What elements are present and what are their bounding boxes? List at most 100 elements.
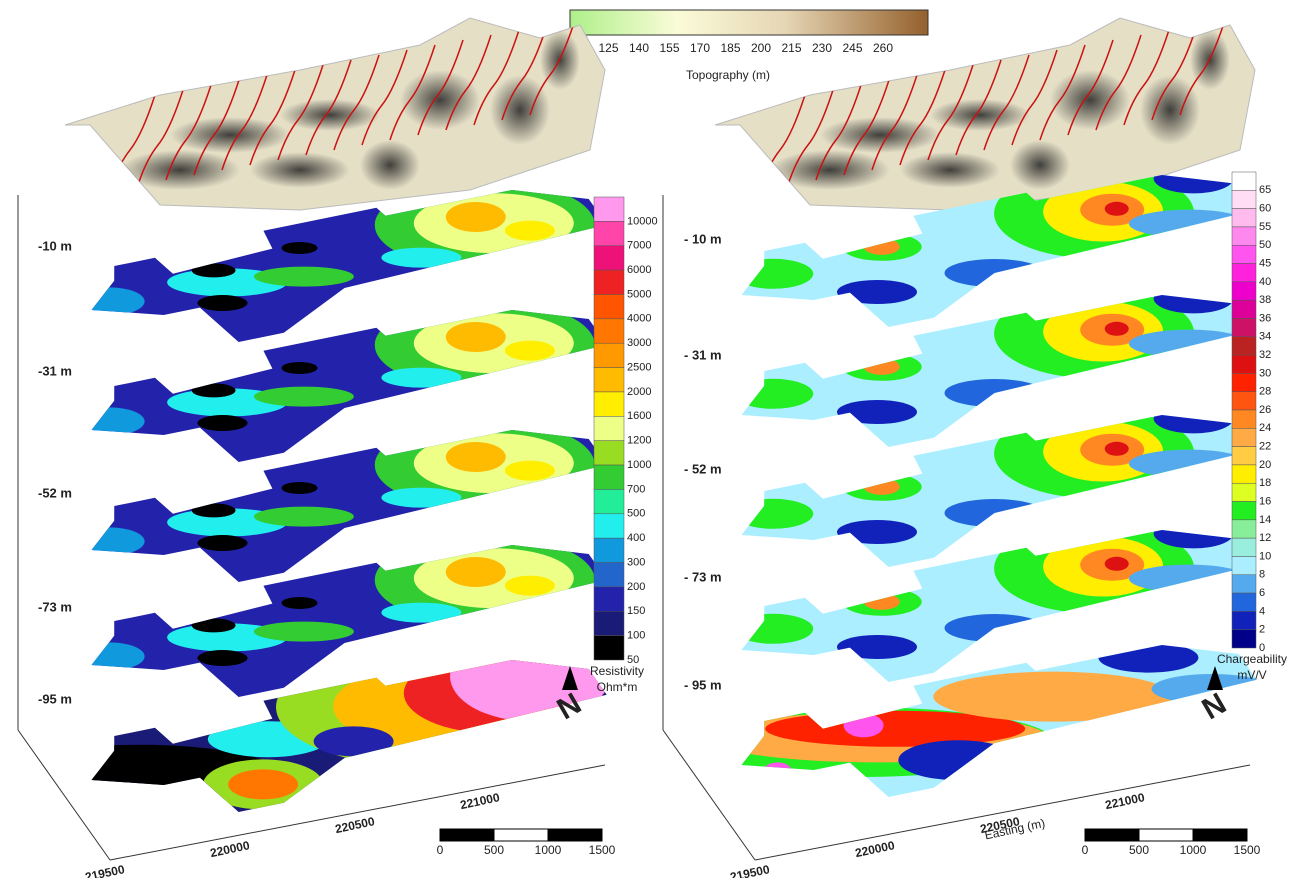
legend-swatch <box>594 636 624 660</box>
anomaly <box>192 503 236 517</box>
depth-slice <box>655 643 1272 797</box>
anomaly <box>733 614 813 644</box>
legend-label: 45 <box>1259 257 1271 269</box>
legend-swatch <box>594 441 624 465</box>
anomaly <box>198 415 248 431</box>
anomaly <box>75 407 145 435</box>
legend-swatch <box>1232 172 1256 190</box>
anomaly <box>282 242 318 254</box>
anomaly <box>192 263 236 277</box>
legend-label: 3000 <box>627 337 651 349</box>
anomaly <box>864 239 900 255</box>
scale-bar-segment <box>1139 829 1193 841</box>
legend-label: 2500 <box>627 361 651 373</box>
legend-label: 5000 <box>627 288 651 300</box>
legend-swatch <box>594 270 624 294</box>
anomaly <box>763 762 793 782</box>
legend-swatch <box>1232 318 1256 336</box>
anomaly <box>1129 450 1249 478</box>
anomaly <box>945 259 1045 287</box>
legend-swatch <box>1232 355 1256 373</box>
legend-label: 50 <box>1259 239 1271 251</box>
scale-bar-label: 500 <box>484 843 504 857</box>
legend-swatch <box>1232 630 1256 648</box>
anomaly <box>1098 643 1198 673</box>
legend-swatch <box>1232 373 1256 391</box>
anomaly <box>1129 565 1249 593</box>
anomaly <box>116 788 176 818</box>
legend-swatch <box>1232 300 1256 318</box>
scale-bar-label: 500 <box>1129 843 1149 857</box>
x-tick-label: 220000 <box>209 838 251 860</box>
anomaly <box>450 631 610 721</box>
anomaly <box>505 341 555 361</box>
scale-bar-segment <box>494 829 548 841</box>
legend-swatch <box>1232 611 1256 629</box>
legend-swatch <box>1232 264 1256 282</box>
scale-bar-segment <box>1085 829 1139 841</box>
colorbar-tick-label: 230 <box>812 41 832 55</box>
colorbar-tick-label: 200 <box>751 41 771 55</box>
legend-label: 18 <box>1259 477 1271 489</box>
legend-label: 1200 <box>627 435 651 447</box>
legend-label: 40 <box>1259 276 1271 288</box>
legend-swatch <box>594 368 624 392</box>
anomaly <box>933 672 1173 722</box>
shadow <box>1050 70 1130 130</box>
legend-label: 34 <box>1259 331 1271 343</box>
depth-label: - 31 m <box>684 347 722 362</box>
legend-label: 60 <box>1259 203 1271 215</box>
shadow <box>490 75 550 145</box>
anomaly <box>314 726 394 756</box>
legend-swatch <box>1232 575 1256 593</box>
anomaly <box>864 479 900 495</box>
anomaly <box>1154 403 1234 433</box>
legend-swatch <box>1232 245 1256 263</box>
legend-label: 4000 <box>627 313 651 325</box>
anomaly <box>844 713 884 737</box>
anomaly <box>75 642 145 670</box>
shadow <box>400 70 480 130</box>
legend-title: Chargeability <box>1217 652 1287 666</box>
topography-colorbar <box>570 10 928 35</box>
legend-swatch <box>594 538 624 562</box>
shadow <box>900 152 1000 188</box>
legend-label: 6 <box>1259 587 1265 599</box>
legend-swatch <box>1232 282 1256 300</box>
scale-bar-segment <box>440 829 494 841</box>
scale-bar-label: 1000 <box>1180 843 1207 857</box>
anomaly <box>837 520 917 544</box>
slice-anomalies <box>655 643 1272 783</box>
anomaly <box>192 383 236 397</box>
legend-swatch <box>1232 392 1256 410</box>
anomaly <box>837 635 917 659</box>
legend-swatch <box>594 563 624 587</box>
legend-swatch <box>594 319 624 343</box>
legend-label: 8 <box>1259 569 1265 581</box>
anomaly <box>1154 283 1234 313</box>
anomaly <box>192 618 236 632</box>
legend-swatch <box>1232 447 1256 465</box>
legend-label: 7000 <box>627 240 651 252</box>
shadow <box>250 152 350 188</box>
legend-label: 500 <box>627 508 645 520</box>
anomaly <box>75 287 145 315</box>
scale-bar-label: 0 <box>437 843 444 857</box>
legend-swatch <box>1232 520 1256 538</box>
legend-swatch <box>1232 465 1256 483</box>
legend-swatch <box>1232 410 1256 428</box>
colorbar-tick-label: 215 <box>781 41 801 55</box>
legend-label: 400 <box>627 532 645 544</box>
anomaly <box>254 507 354 527</box>
legend-label: 20 <box>1259 459 1271 471</box>
legend-swatch <box>594 489 624 513</box>
legend-label: 24 <box>1259 422 1271 434</box>
legend-swatch <box>594 587 624 611</box>
anomaly <box>837 400 917 424</box>
scale-bar-label: 0 <box>1082 843 1089 857</box>
anomaly <box>446 557 506 587</box>
legend-label: 1000 <box>627 459 651 471</box>
legend-label: 14 <box>1259 514 1271 526</box>
legend-swatch <box>594 611 624 635</box>
depth-label: - 73 m <box>684 569 722 584</box>
